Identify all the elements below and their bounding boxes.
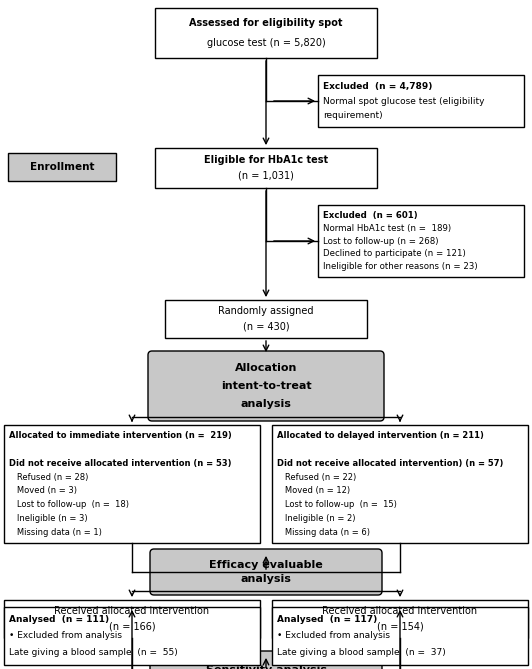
Text: Eligible for HbA1c test: Eligible for HbA1c test (204, 155, 328, 165)
Text: Late giving a blood sample  (n =  55): Late giving a blood sample (n = 55) (9, 648, 178, 657)
Text: Received allocated intervention: Received allocated intervention (54, 607, 210, 617)
Text: requirement): requirement) (323, 111, 383, 120)
Text: Analysed  (n = 111): Analysed (n = 111) (9, 615, 109, 624)
Text: analysis: analysis (240, 399, 292, 409)
Text: Missing data (n = 6): Missing data (n = 6) (277, 528, 370, 537)
FancyBboxPatch shape (272, 425, 528, 543)
Text: intent-to-treat: intent-to-treat (221, 381, 311, 391)
Text: (n = 154): (n = 154) (377, 622, 423, 632)
FancyBboxPatch shape (4, 600, 260, 638)
FancyBboxPatch shape (150, 651, 382, 669)
Text: Excluded  (n = 4,789): Excluded (n = 4,789) (323, 82, 433, 91)
Text: Enrollment: Enrollment (30, 162, 94, 172)
Text: Received allocated intervention: Received allocated intervention (322, 607, 478, 617)
Text: Allocation: Allocation (235, 363, 297, 373)
FancyBboxPatch shape (4, 425, 260, 543)
Text: Late giving a blood sample  (n =  37): Late giving a blood sample (n = 37) (277, 648, 446, 657)
Text: Normal spot glucose test (eligibility: Normal spot glucose test (eligibility (323, 96, 485, 106)
FancyBboxPatch shape (318, 205, 524, 277)
Text: Excluded  (n = 601): Excluded (n = 601) (323, 211, 418, 220)
FancyBboxPatch shape (155, 8, 377, 58)
Text: analysis: analysis (240, 575, 292, 585)
FancyBboxPatch shape (8, 153, 116, 181)
Text: • Excluded from analysis: • Excluded from analysis (277, 632, 390, 640)
Text: Ineligible for other reasons (n = 23): Ineligible for other reasons (n = 23) (323, 262, 478, 271)
FancyBboxPatch shape (155, 148, 377, 188)
Text: Efficacy evaluable: Efficacy evaluable (209, 559, 323, 569)
Text: (n = 1,031): (n = 1,031) (238, 171, 294, 181)
Text: Assessed for eligibility spot: Assessed for eligibility spot (189, 17, 343, 27)
Text: Missing data (n = 1): Missing data (n = 1) (9, 528, 102, 537)
Text: Ineligible (n = 2): Ineligible (n = 2) (277, 514, 355, 523)
Text: Lost to follow-up  (n =  18): Lost to follow-up (n = 18) (9, 500, 129, 509)
FancyBboxPatch shape (148, 351, 384, 421)
Text: Normal HbA1c test (n =  189): Normal HbA1c test (n = 189) (323, 223, 451, 233)
Text: Moved (n = 3): Moved (n = 3) (9, 486, 77, 495)
FancyBboxPatch shape (272, 607, 528, 665)
Text: Declined to participate (n = 121): Declined to participate (n = 121) (323, 250, 466, 258)
Text: glucose test (n = 5,820): glucose test (n = 5,820) (206, 39, 326, 48)
Text: • Excluded from analysis: • Excluded from analysis (9, 632, 122, 640)
Text: Sensitivity analysis: Sensitivity analysis (205, 665, 327, 669)
Text: Lost to follow-up  (n =  15): Lost to follow-up (n = 15) (277, 500, 397, 509)
Text: Analysed  (n = 117): Analysed (n = 117) (277, 615, 377, 624)
FancyBboxPatch shape (150, 549, 382, 595)
Text: Refused (n = 28): Refused (n = 28) (9, 472, 88, 482)
FancyBboxPatch shape (165, 300, 367, 338)
Text: (n = 430): (n = 430) (243, 322, 289, 332)
Text: Lost to follow-up (n = 268): Lost to follow-up (n = 268) (323, 237, 438, 246)
Text: Did not receive allocated intervention) (n = 57): Did not receive allocated intervention) … (277, 459, 503, 468)
Text: Moved (n = 12): Moved (n = 12) (277, 486, 350, 495)
Text: Refused (n = 22): Refused (n = 22) (277, 472, 356, 482)
Text: (n = 166): (n = 166) (109, 622, 155, 632)
FancyBboxPatch shape (272, 600, 528, 638)
Text: Randomly assigned: Randomly assigned (218, 306, 314, 316)
FancyBboxPatch shape (4, 607, 260, 665)
Text: Allocated to delayed intervention (n = 211): Allocated to delayed intervention (n = 2… (277, 432, 484, 440)
Text: Did not receive allocated intervention (n = 53): Did not receive allocated intervention (… (9, 459, 231, 468)
Text: Ineligible (n = 3): Ineligible (n = 3) (9, 514, 88, 523)
Text: Allocated to immediate intervention (n =  219): Allocated to immediate intervention (n =… (9, 432, 232, 440)
FancyBboxPatch shape (318, 75, 524, 127)
